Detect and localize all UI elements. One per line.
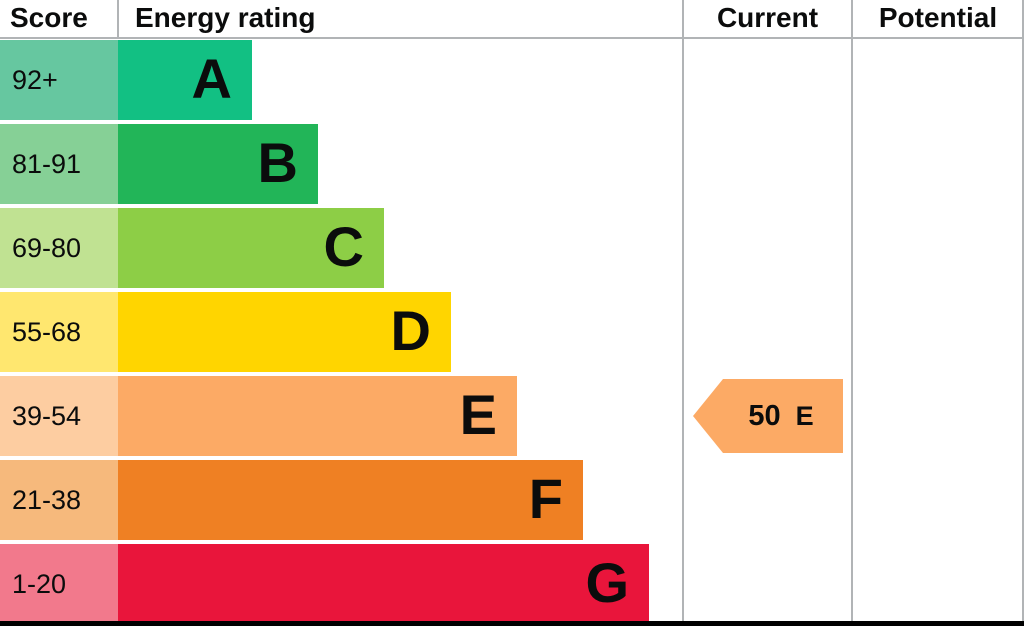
current-column-divider xyxy=(682,0,684,626)
current-rating-arrow: 50 E xyxy=(693,379,843,453)
band-letter: C xyxy=(323,215,364,278)
rating-bar-e: E xyxy=(118,376,517,456)
band-letter: A xyxy=(191,47,232,110)
band-row-g: 1-20 G xyxy=(0,542,683,626)
score-range: 21-38 xyxy=(0,460,118,540)
rating-bar-a: A xyxy=(118,40,252,120)
band-letter: F xyxy=(528,467,563,530)
band-letter: G xyxy=(585,551,629,614)
rating-bar-f: F xyxy=(118,460,583,540)
current-score-value: 50 xyxy=(748,399,781,432)
band-row-f: 21-38 F xyxy=(0,458,683,542)
current-header: Current xyxy=(716,2,819,33)
band-row-b: 81-91 B xyxy=(0,122,683,206)
current-column: 50 E xyxy=(683,38,852,626)
energy-rating-header: Energy rating xyxy=(135,2,316,33)
potential-header: Potential xyxy=(878,2,998,33)
rating-bar-g: G xyxy=(118,544,649,624)
chart-body: 92+ A 81-91 B 69-80 C 55-68 D 39-54 E 21… xyxy=(0,38,1024,626)
right-border-line xyxy=(1022,0,1024,626)
score-column-divider xyxy=(117,0,119,38)
band-letter: E xyxy=(459,383,497,446)
band-row-d: 55-68 D xyxy=(0,290,683,374)
potential-column xyxy=(852,38,1024,626)
band-letter: D xyxy=(390,299,431,362)
band-row-c: 69-80 C xyxy=(0,206,683,290)
bands-area: 92+ A 81-91 B 69-80 C 55-68 D 39-54 E 21… xyxy=(0,38,683,626)
band-row-a: 92+ A xyxy=(0,38,683,122)
score-range: 81-91 xyxy=(0,124,118,204)
score-range: 55-68 xyxy=(0,292,118,372)
score-header: Score xyxy=(10,2,88,33)
score-range: 69-80 xyxy=(0,208,118,288)
band-row-e: 39-54 E xyxy=(0,374,683,458)
rating-bar-d: D xyxy=(118,292,451,372)
rating-bar-c: C xyxy=(118,208,384,288)
header-row: Score Energy rating Current Potential xyxy=(0,0,1024,38)
bottom-border-bar xyxy=(0,621,1024,626)
current-band-letter: E xyxy=(795,400,814,431)
score-range: 39-54 xyxy=(0,376,118,456)
rating-bar-b: B xyxy=(118,124,318,204)
band-letter: B xyxy=(257,131,298,194)
header-divider-line xyxy=(0,37,1024,39)
score-range: 92+ xyxy=(0,40,118,120)
score-range: 1-20 xyxy=(0,544,118,624)
potential-column-divider xyxy=(851,0,853,626)
